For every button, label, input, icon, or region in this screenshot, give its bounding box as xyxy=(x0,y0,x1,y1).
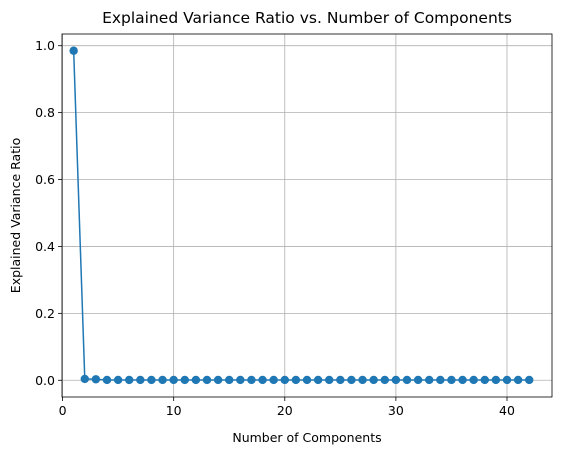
data-point xyxy=(302,375,312,385)
x-tick-label: 20 xyxy=(277,403,293,418)
data-point xyxy=(102,375,112,385)
data-point xyxy=(202,375,212,385)
x-axis-label: Number of Components xyxy=(232,430,381,445)
x-axis-ticks: 0 10 20 30 40 xyxy=(59,397,515,418)
data-point xyxy=(213,375,223,385)
y-tick-label: 0.6 xyxy=(35,172,55,187)
y-axis-label: Explained Variance Ratio xyxy=(8,138,23,293)
y-tick-label: 0.4 xyxy=(35,239,55,254)
data-point xyxy=(402,375,412,385)
x-tick-label: 30 xyxy=(388,403,404,418)
y-axis-ticks: 0.0 0.2 0.4 0.6 0.8 1.0 xyxy=(35,38,62,388)
data-point xyxy=(169,375,178,385)
data-point xyxy=(358,375,367,385)
data-point xyxy=(125,375,134,385)
data-point xyxy=(313,375,323,385)
data-point xyxy=(513,375,523,385)
data-point xyxy=(69,46,78,55)
data-point xyxy=(180,375,189,385)
data-point xyxy=(158,375,167,385)
data-point xyxy=(491,375,501,385)
chart-title: Explained Variance Ratio vs. Number of C… xyxy=(102,9,512,27)
data-point xyxy=(391,375,401,385)
x-tick-label: 40 xyxy=(499,403,515,418)
data-point xyxy=(336,375,345,385)
data-point xyxy=(91,375,101,384)
data-point xyxy=(502,375,512,385)
data-point xyxy=(236,375,245,385)
data-point xyxy=(113,375,123,385)
data-point xyxy=(280,375,289,385)
y-tick-label: 0.0 xyxy=(35,373,55,388)
data-point xyxy=(447,375,456,385)
data-point xyxy=(380,375,389,385)
data-point xyxy=(369,375,378,385)
data-point xyxy=(225,375,234,385)
data-point xyxy=(480,375,489,385)
series-line xyxy=(72,50,530,381)
data-point xyxy=(469,375,478,385)
data-point xyxy=(269,375,278,385)
data-point xyxy=(525,375,534,385)
y-tick-label: 0.8 xyxy=(35,105,55,120)
plot-frame xyxy=(61,33,553,398)
data-point xyxy=(436,375,445,385)
grid-lines xyxy=(62,34,552,397)
data-point xyxy=(247,375,256,385)
series-layer xyxy=(69,46,534,385)
data-point xyxy=(80,374,89,384)
data-point xyxy=(258,375,267,385)
y-tick-label: 0.2 xyxy=(35,306,55,321)
y-tick-label: 1.0 xyxy=(35,38,55,53)
data-point xyxy=(291,375,301,385)
data-point xyxy=(347,375,356,385)
data-point xyxy=(325,375,334,385)
x-tick-label: 0 xyxy=(59,403,67,418)
data-point xyxy=(147,375,156,385)
data-point xyxy=(425,375,434,385)
data-point xyxy=(136,375,145,385)
data-point xyxy=(458,375,467,385)
data-point xyxy=(413,375,423,385)
data-point xyxy=(191,375,201,385)
x-tick-label: 10 xyxy=(166,403,182,418)
